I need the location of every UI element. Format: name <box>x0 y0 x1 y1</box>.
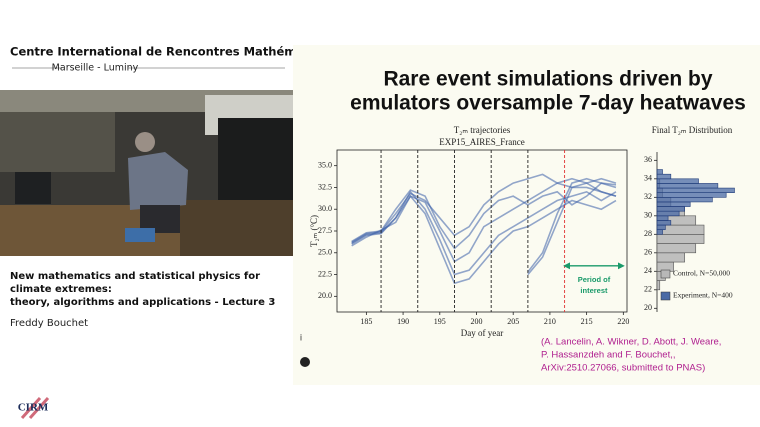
blackboard <box>218 118 293 200</box>
icon: i <box>300 332 302 342</box>
y-tick-label: 24 <box>644 266 652 275</box>
lecture-title: theory, algorithms and applications - Le… <box>10 297 275 308</box>
chart-title: Final T₂ₘ Distribution <box>652 125 733 135</box>
histogram-bar <box>656 210 680 217</box>
histogram-bar <box>656 215 669 221</box>
object <box>125 228 155 242</box>
header-title: Centre International de Rencontres Mathé… <box>10 45 345 59</box>
x-tick-label: 190 <box>397 317 409 326</box>
x-tick-label: 210 <box>544 317 556 326</box>
x-tick-label: 195 <box>434 317 446 326</box>
y-tick-label: 28 <box>644 229 652 238</box>
y-tick-label: 32.5 <box>318 182 332 191</box>
lecture-title: New mathematics and statistical physics … <box>10 271 260 282</box>
slide-title: emulators oversample 7-day heatwaves <box>350 92 746 115</box>
x-axis-label: Day of year <box>461 328 503 338</box>
trajectory <box>351 177 617 263</box>
x-tick-label: 215 <box>581 317 593 326</box>
annotation-text: interest <box>580 286 608 295</box>
header-subtitle: Marseille - Luminy <box>52 63 139 74</box>
y-tick-label: 26 <box>644 248 652 257</box>
chart-title: T₂ₘ trajectories <box>454 125 511 135</box>
histogram-bar <box>656 243 697 254</box>
legend-label: Experiment, N=400 <box>673 291 733 300</box>
trajectory <box>351 194 617 285</box>
y-tick-label: 22.5 <box>318 269 332 278</box>
x-tick-label: 185 <box>360 317 372 326</box>
histogram-bar <box>656 178 699 184</box>
legend-label: Control, N=50,000 <box>673 269 730 278</box>
histogram-bar <box>656 229 663 235</box>
trajectory <box>527 186 617 276</box>
logo-stripe <box>28 396 50 420</box>
video-frame <box>0 90 293 256</box>
histogram-bar <box>656 224 666 230</box>
x-tick-label: 200 <box>470 317 482 326</box>
histogram-bar <box>656 197 713 203</box>
trajectory <box>351 182 617 250</box>
y-axis-label: T₂ₘ (°C) <box>309 215 319 247</box>
monitor <box>15 172 51 204</box>
y-tick-label: 25.0 <box>318 248 332 257</box>
y-tick-label: 30 <box>644 211 652 220</box>
y-tick-label: 32 <box>644 192 652 201</box>
y-tick-label: 20 <box>644 303 652 312</box>
histogram-bar <box>656 201 691 207</box>
trajectory <box>527 177 617 273</box>
x-tick-label: 205 <box>507 317 519 326</box>
y-tick-label: 36 <box>644 155 652 164</box>
histogram-bar <box>656 187 735 193</box>
person-head <box>135 132 155 152</box>
histogram-bar <box>656 234 705 244</box>
x-tick-label: 220 <box>617 317 629 326</box>
wall <box>0 112 115 172</box>
speaker: Freddy Bouchet <box>10 318 88 329</box>
legend-swatch <box>660 291 671 301</box>
desk <box>180 200 293 256</box>
legend-swatch <box>660 269 671 279</box>
histogram-bar <box>656 183 719 189</box>
logo-stripe <box>20 396 42 420</box>
histogram-bar <box>656 206 685 212</box>
pen-icon[interactable] <box>300 357 310 367</box>
logo: CIRM <box>18 396 50 420</box>
y-tick-label: 34 <box>644 174 652 183</box>
y-tick-label: 22 <box>644 285 652 294</box>
y-tick-label: 35.0 <box>318 161 332 170</box>
histogram-bar <box>656 280 661 291</box>
logo-text: CIRM <box>18 402 49 414</box>
histogram-bar <box>656 252 685 263</box>
histogram-bar <box>656 173 672 180</box>
citation: P. Hassanzdeh and F. Bouchet,, <box>541 350 676 361</box>
histogram-bar <box>656 220 672 226</box>
histogram-bar <box>656 169 663 175</box>
lecture-title: climate extremes: <box>10 284 112 295</box>
annotation-text: Period of <box>578 275 611 284</box>
y-tick-label: 27.5 <box>318 226 332 235</box>
person-body <box>128 152 188 210</box>
chart-subtitle: EXP15_AIRES_France <box>439 137 525 147</box>
y-tick-label: 20.0 <box>318 291 332 300</box>
y-tick-label: 30.0 <box>318 204 332 213</box>
citation: (A. Lancelin, A. Wikner, D. Abott, J. We… <box>541 337 721 348</box>
histogram-bar <box>656 192 727 198</box>
slide-title: Rare event simulations driven by <box>383 68 712 91</box>
citation: ArXiv:2510.27066, submitted to PNAS) <box>541 363 705 374</box>
